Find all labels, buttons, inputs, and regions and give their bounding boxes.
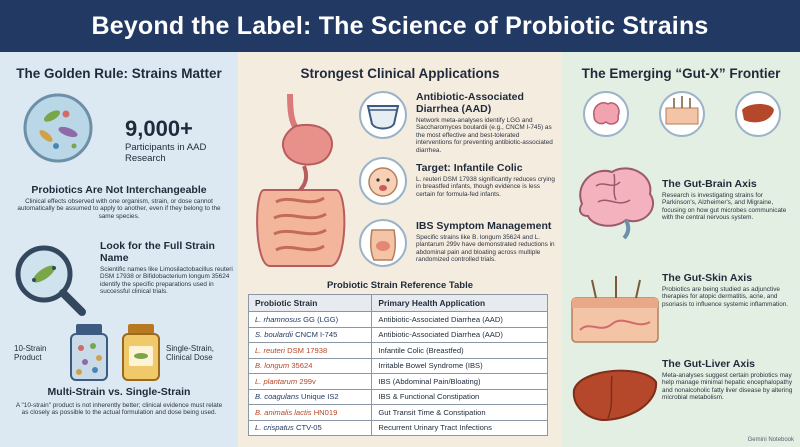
- reference-table-title: Probiotic Strain Reference Table: [326, 280, 474, 291]
- strain-cell: L. rhamnosus GG (LGG): [247, 311, 373, 328]
- table-row: B. coagulans Unique IS2 IBS & Functional …: [247, 388, 548, 405]
- multi-vs-single-text: A "10-strain" product is not inherently …: [15, 402, 223, 417]
- strain-id: Unique IS2: [301, 392, 339, 402]
- application-cell: Recurrent Urinary Tract Infections: [371, 419, 548, 436]
- strain-species: L. crispatus: [255, 423, 294, 433]
- gut-skin-text: Probiotics are being studied as adjuncti…: [662, 286, 789, 308]
- page-title: Beyond the Label: The Science of Probiot…: [91, 11, 709, 40]
- mid-heading: Strongest Clinical Applications: [300, 66, 500, 81]
- watermark: Gemini Notebook: [747, 437, 794, 443]
- brain-illustration-icon: [579, 167, 654, 240]
- application-cell: IBS (Abdominal Pain/Bloating): [371, 373, 548, 390]
- multi-vs-single-title: Multi-Strain vs. Single-Strain: [47, 386, 191, 398]
- full-name-text: Scientific names like Limosilactobacillu…: [100, 266, 233, 296]
- single-strain-label: Single-Strain, Clinical Dose: [166, 344, 215, 362]
- table-row: L. crispatus CTV-05 Recurrent Urinary Tra…: [247, 419, 548, 436]
- app-aad-text: Network meta-analyses identify LGG and S…: [416, 117, 553, 154]
- right-column: The Emerging “Gut-X” Frontier: [562, 52, 800, 447]
- app-ibs-text: Specific strains like B. longum 35624 an…: [416, 234, 555, 264]
- stat-label: Participants in AAD Research: [125, 142, 207, 164]
- strain-id: CNCM I-745: [295, 330, 338, 340]
- table-row: L. reuteri DSM 17938 Infantile Colic (Bre…: [247, 342, 548, 359]
- not-interchangeable-title: Probiotics Are Not Interchangeable: [31, 184, 207, 196]
- application-cell: Infantile Colic (Breastfed): [371, 342, 548, 359]
- strain-species: L. plantarum: [255, 376, 298, 386]
- app-colic-text: L. reuteri DSM 17938 significantly reduc…: [416, 176, 555, 198]
- liver-icon: [735, 91, 781, 137]
- application-cell: Irritable Bowel Syndrome (IBS): [371, 357, 548, 374]
- strain-reference-table: Probiotic Strain Primary Health Applicat…: [247, 294, 548, 436]
- skin-illustration-icon: [571, 276, 659, 343]
- table-row: L. plantarum 299v IBS (Abdominal Pain/Blo…: [247, 373, 548, 390]
- gut-liver-title: The Gut-Liver Axis: [662, 358, 755, 370]
- strain-cell: L. plantarum 299v: [247, 373, 373, 390]
- strain-species: B. animalis lactis: [255, 407, 312, 417]
- multi-strain-bottle-icon: [70, 324, 108, 381]
- strain-cell: L. crispatus CTV-05: [247, 419, 373, 436]
- brain-icon: [583, 91, 629, 137]
- app-ibs-title: IBS Symptom Management: [416, 220, 552, 232]
- application-cell: Antibiotic-Associated Diarrhea (AAD): [371, 311, 548, 328]
- strain-species: B. longum: [255, 361, 290, 371]
- title-banner: Beyond the Label: The Science of Probiot…: [0, 0, 800, 52]
- not-interchangeable-text: Clinical effects observed with one organ…: [17, 198, 221, 220]
- table-row: L. rhamnosus GG (LGG) Antibiotic-Associat…: [247, 311, 548, 328]
- microbe-dish-icon: [23, 93, 93, 163]
- diaper-icon: [359, 91, 407, 139]
- digestive-system-icon: [256, 94, 346, 267]
- gut-liver-text: Meta-analyses suggest certain probiotics…: [662, 372, 793, 402]
- strain-cell: S. boulardii CNCM I-745: [247, 326, 373, 343]
- strain-id: HN019: [313, 407, 338, 417]
- app-colic-title: Target: Infantile Colic: [416, 162, 523, 174]
- strain-cell: B. animalis lactis HN019: [247, 404, 373, 421]
- strain-cell: L. reuteri DSM 17938: [247, 342, 373, 359]
- strain-id: 299v: [299, 376, 316, 386]
- table-header-strain: Probiotic Strain: [247, 294, 373, 312]
- strain-cell: B. longum 35624: [247, 357, 373, 374]
- strain-species: S. boulardii: [255, 330, 293, 340]
- left-heading: The Golden Rule: Strains Matter: [16, 66, 222, 81]
- strain-cell: B. coagulans Unique IS2: [247, 388, 373, 405]
- right-heading: The Emerging “Gut-X” Frontier: [581, 66, 781, 81]
- gut-brain-text: Research is investigating strains for Pa…: [662, 192, 787, 222]
- skin-icon: [659, 91, 705, 137]
- strain-id: GG (LGG): [303, 314, 339, 324]
- application-cell: Gut Transit Time & Constipation: [371, 404, 548, 421]
- stat-number: 9,000+: [125, 116, 193, 141]
- left-column: The Golden Rule: Strains Matter 9,000+ P…: [0, 52, 238, 447]
- liver-illustration-icon: [572, 369, 658, 422]
- application-cell: IBS & Functional Constipation: [371, 388, 548, 405]
- magnifier-icon: [15, 245, 86, 316]
- table-body: L. rhamnosus GG (LGG) Antibiotic-Associat…: [247, 311, 548, 436]
- app-aad-title: Antibiotic-Associated Diarrhea (AAD): [416, 91, 524, 115]
- table-row: S. boulardii CNCM I-745 Antibiotic-Associ…: [247, 326, 548, 343]
- strain-species: B. coagulans: [255, 392, 299, 402]
- strain-id: 35624: [291, 361, 313, 371]
- infant-icon: [359, 157, 407, 205]
- strain-id: DSM 17938: [287, 345, 328, 355]
- table-header-application: Primary Health Application: [371, 294, 548, 312]
- single-strain-bottle-icon: [122, 324, 160, 381]
- table-row: B. animalis lactis HN019 Gut Transit Time…: [247, 404, 548, 421]
- full-name-title: Look for the Full Strain Name: [100, 240, 215, 264]
- table-row: B. longum 35624 Irritable Bowel Syndrome …: [247, 357, 548, 374]
- table-header-row: Probiotic Strain Primary Health Applicat…: [247, 294, 548, 312]
- strain-species: L. reuteri: [255, 345, 285, 355]
- ten-strain-label: 10-Strain Product: [14, 344, 47, 362]
- organ-icons-row: [583, 91, 781, 137]
- strain-id: CTV-05: [295, 423, 322, 433]
- gut-skin-title: The Gut-Skin Axis: [662, 272, 753, 284]
- strain-species: L. rhamnosus: [255, 314, 302, 324]
- gut-brain-title: The Gut-Brain Axis: [662, 178, 757, 190]
- application-cell: Antibiotic-Associated Diarrhea (AAD): [371, 326, 548, 343]
- abdomen-icon: [359, 219, 407, 267]
